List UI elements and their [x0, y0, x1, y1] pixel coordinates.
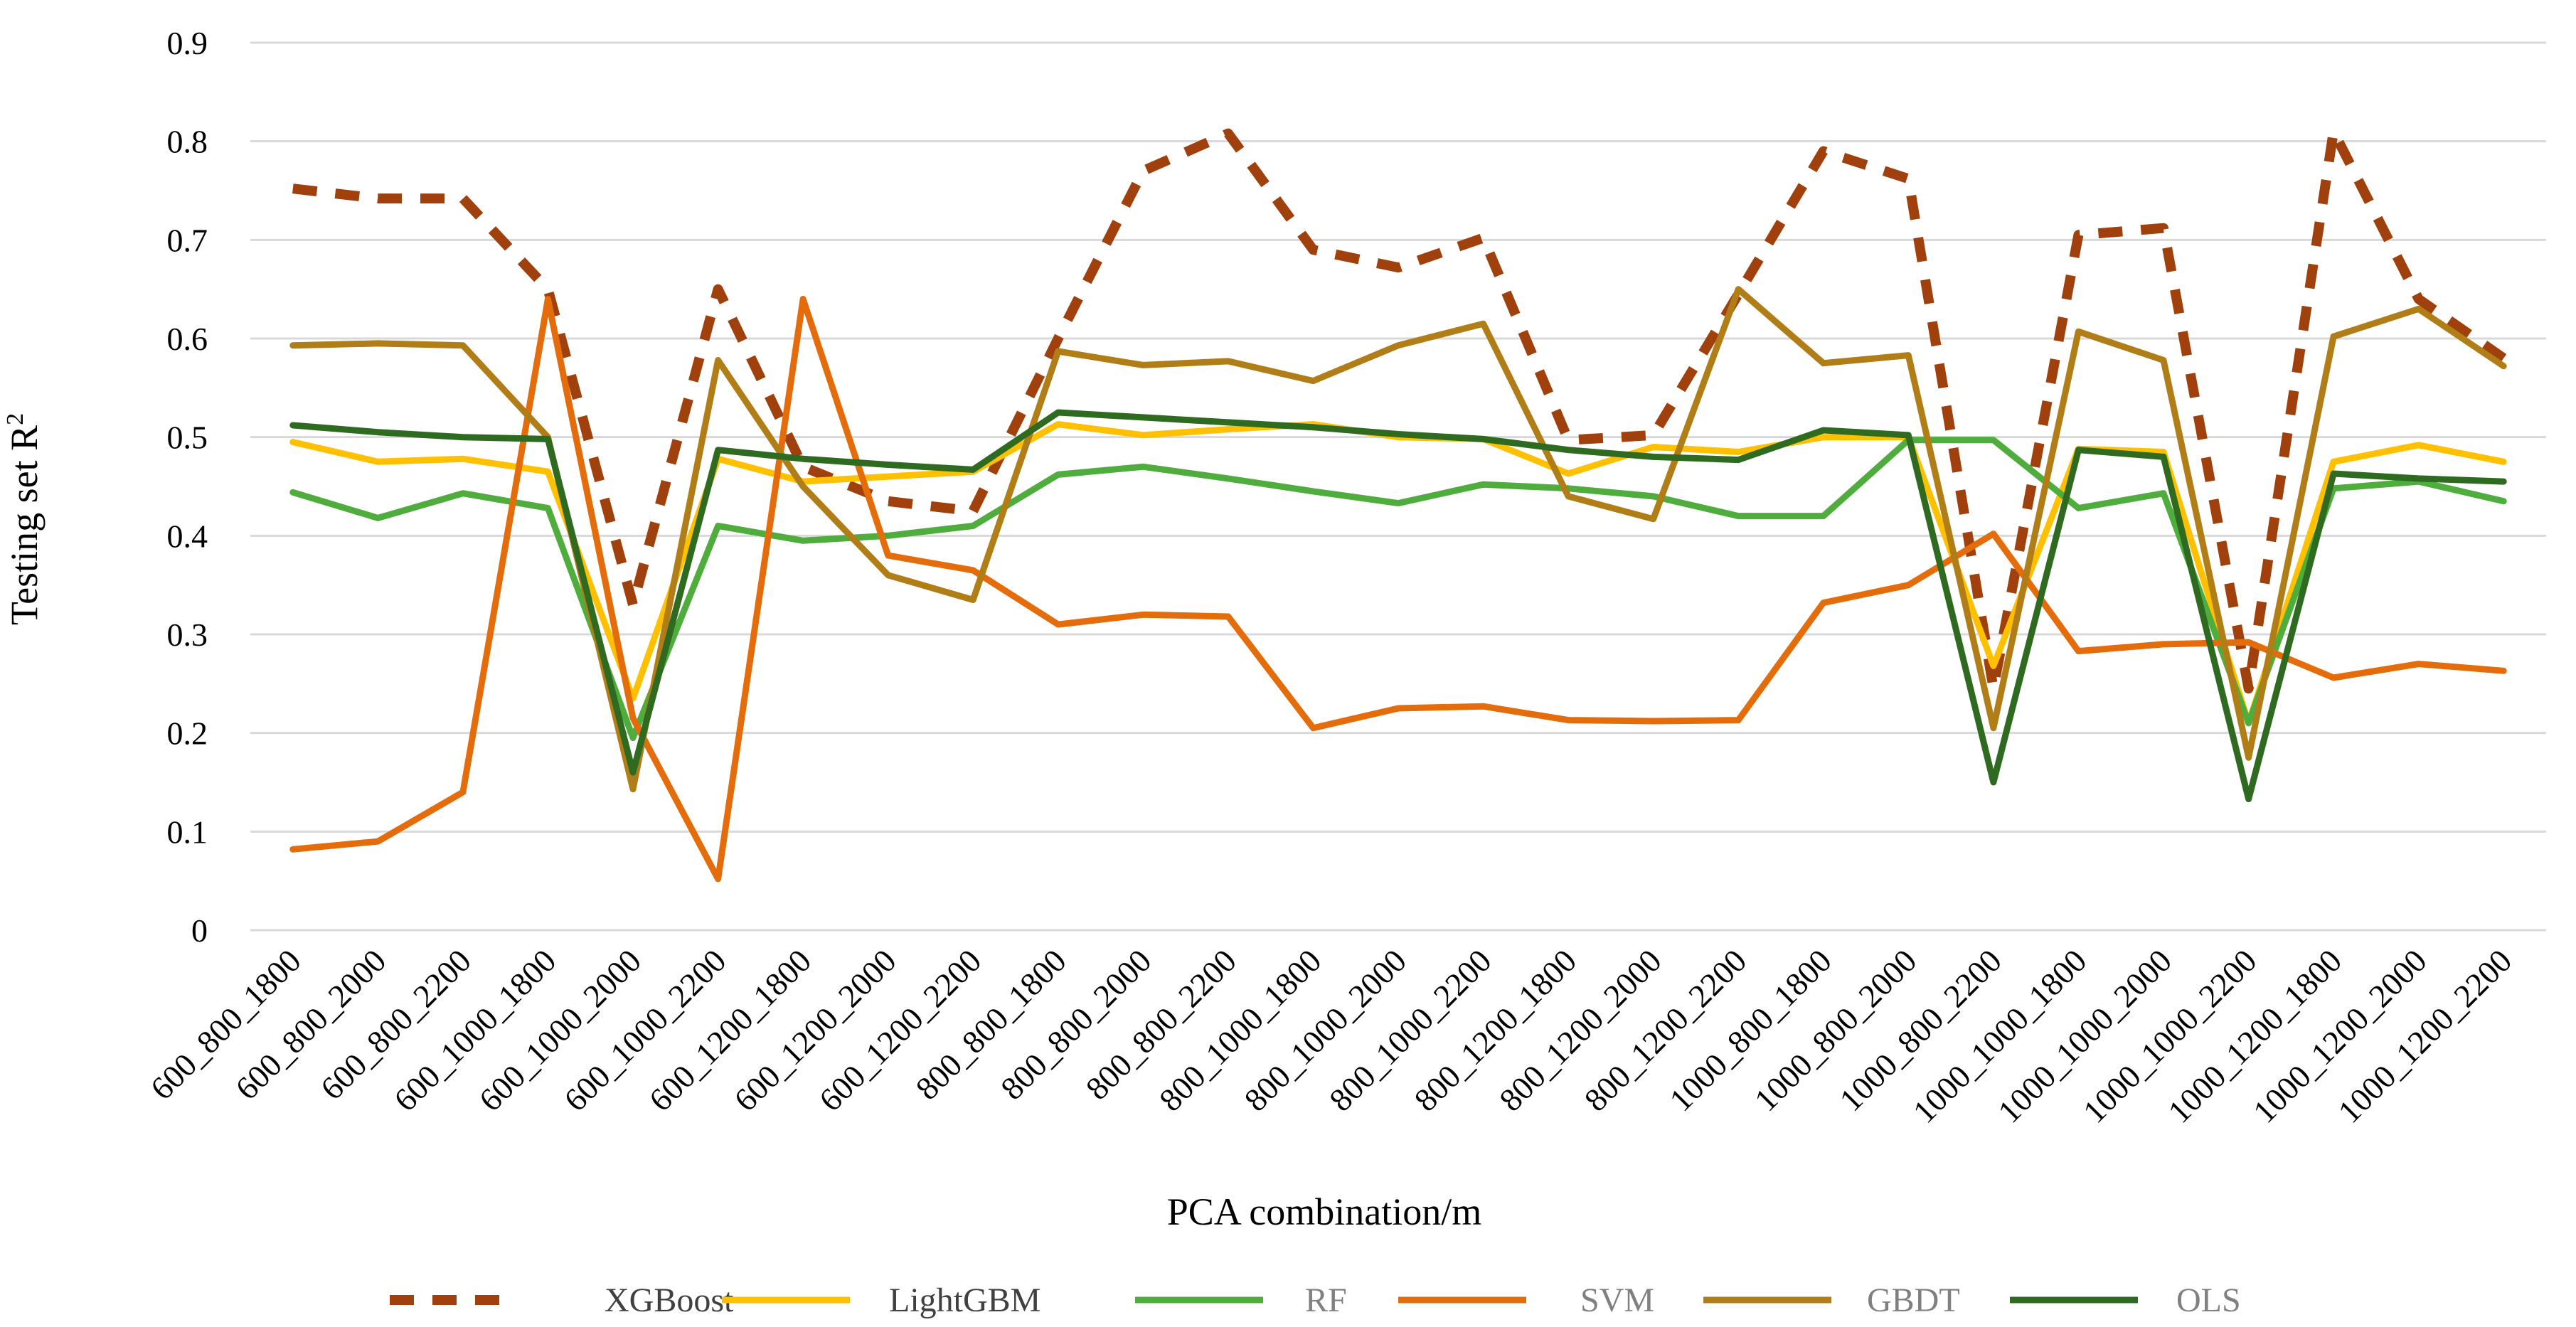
- x-axis-ticks: 600_800_1800600_800_2000600_800_2200600_…: [144, 942, 2519, 1130]
- legend-label-gbdt: GBDT: [1867, 1281, 1960, 1319]
- x-tick-label: 800_800_2200: [1079, 942, 1243, 1107]
- series-line-ols: [289, 409, 2507, 803]
- x-axis-title: PCA combination/m: [1167, 1190, 1482, 1233]
- series-line-xgboost: [292, 126, 2507, 694]
- series-line-gbdt: [289, 286, 2507, 793]
- x-tick-label: 600_800_1800: [144, 942, 308, 1107]
- legend-label-svm: SVM: [1580, 1281, 1654, 1319]
- y-tick-label: 0.1: [167, 814, 208, 850]
- y-tick-label: 0.8: [167, 124, 208, 160]
- y-tick-label: 0.9: [167, 25, 208, 61]
- y-tick-label: 0: [191, 912, 208, 949]
- series-lines: [289, 126, 2507, 883]
- x-tick-label: 800_800_2000: [994, 942, 1158, 1107]
- x-tick-label: 600_800_2200: [314, 942, 478, 1107]
- legend-label-lightgbm: LightGBM: [889, 1281, 1040, 1319]
- y-tick-label: 0.3: [167, 617, 208, 653]
- y-axis-ticks: 0 0.1 0.2 0.3 0.4 0.5 0.6 0.7 0.8 0.9: [167, 25, 208, 949]
- series-line-svm: [289, 296, 2507, 883]
- legend-label-ols: OLS: [2176, 1281, 2241, 1319]
- y-tick-label: 0.2: [167, 715, 208, 752]
- legend: XGBoost LightGBM RF SVM GBDT OLS: [390, 1281, 2241, 1319]
- y-tick-label: 0.7: [167, 222, 208, 258]
- y-tick-label: 0.6: [167, 321, 208, 357]
- legend-label-rf: RF: [1305, 1281, 1347, 1319]
- x-tick-label: 600_800_2000: [228, 942, 393, 1107]
- x-tick-label: 800_800_1800: [909, 942, 1073, 1107]
- y-axis-title: Testing set R2: [2, 413, 46, 625]
- y-tick-label: 0.4: [167, 518, 208, 554]
- y-tick-label: 0.5: [167, 420, 208, 456]
- legend-label-xgboost: XGBoost: [605, 1281, 734, 1319]
